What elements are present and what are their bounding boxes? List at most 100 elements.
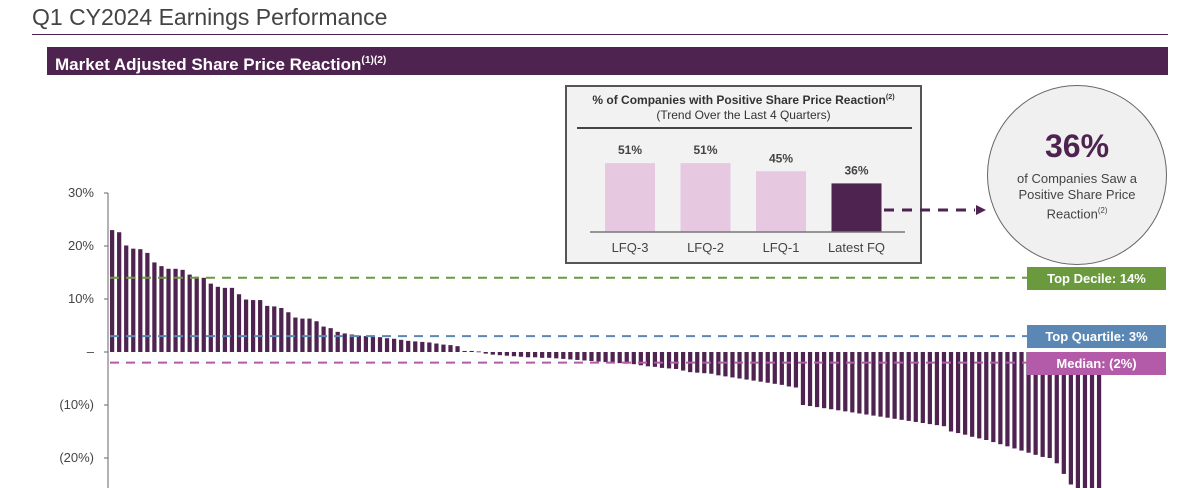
company-bar: [991, 352, 996, 443]
company-bar: [420, 341, 425, 352]
company-bar: [681, 352, 686, 371]
company-bar: [906, 352, 911, 421]
company-bar: [977, 352, 982, 439]
company-bar: [152, 262, 157, 352]
company-bar: [166, 268, 171, 352]
company-bar: [511, 352, 517, 357]
callout-value: 36%: [1044, 128, 1110, 164]
company-bar: [617, 352, 622, 364]
company-bar: [342, 333, 347, 352]
company-bar: [377, 337, 383, 352]
trend-category-label: LFQ-2: [687, 240, 724, 255]
y-tick-label: –: [86, 344, 94, 359]
company-bar: [948, 352, 954, 432]
company-bar: [814, 352, 820, 408]
company-bar: [941, 352, 947, 427]
company-bar: [427, 342, 432, 352]
company-bar: [328, 328, 333, 352]
company-bar: [518, 352, 524, 357]
company-bar: [1012, 352, 1017, 449]
company-bar: [117, 232, 122, 352]
page-title: Q1 CY2024 Earnings Performance: [32, 4, 388, 30]
company-bar: [547, 352, 552, 358]
company-bar: [124, 245, 129, 352]
company-bar: [1005, 352, 1010, 447]
company-bar: [666, 352, 672, 369]
company-bar: [462, 350, 467, 352]
company-bar: [279, 308, 284, 352]
top-decile-label: Top Decile: 14%: [1027, 266, 1166, 290]
company-bar: [899, 352, 904, 420]
company-bar: [208, 283, 213, 352]
title-divider: [32, 34, 1168, 35]
company-bar: [525, 352, 531, 358]
company-bar: [927, 352, 932, 425]
company-bar: [497, 352, 502, 356]
callout-footnote: (2): [1097, 206, 1108, 215]
company-bar: [596, 352, 601, 362]
company-bar: [406, 340, 411, 352]
company-bar: [243, 299, 249, 352]
trend-category-label: Latest FQ: [828, 240, 885, 255]
company-bar: [363, 336, 369, 352]
company-bar: [314, 321, 319, 352]
arrow-head-icon: [976, 205, 986, 215]
company-bar: [1033, 352, 1038, 455]
company-bar: [765, 352, 770, 383]
company-bar: [448, 345, 453, 352]
company-bar: [532, 352, 538, 358]
inset-title-text: % of Companies with Positive Share Price…: [592, 93, 886, 107]
banner-title: Market Adjusted Share Price Reaction: [55, 54, 362, 74]
company-bar: [659, 352, 665, 368]
y-tick-label: 30%: [67, 185, 94, 200]
company-bar: [173, 268, 178, 352]
company-bar: [631, 352, 636, 365]
company-bar: [920, 352, 925, 424]
inset-footnote: (2): [885, 92, 895, 101]
company-bar: [638, 352, 643, 366]
company-bar: [1040, 352, 1045, 457]
trend-bar: [605, 163, 655, 232]
company-bar: [145, 252, 150, 352]
company-bar: [272, 306, 277, 352]
company-bar: [1061, 352, 1066, 474]
banner-footnote: (1)(2): [361, 55, 387, 66]
company-bar: [779, 352, 784, 385]
company-bar: [349, 334, 354, 352]
company-bar: [772, 352, 777, 384]
inset-divider: [577, 127, 912, 129]
y-tick-label: (20%): [59, 450, 94, 465]
trend-category-label: LFQ-3: [612, 240, 649, 255]
company-bar: [624, 352, 629, 364]
company-bar: [110, 230, 115, 352]
company-bar: [413, 341, 418, 352]
company-bar: [250, 300, 256, 352]
company-bar: [194, 276, 199, 352]
company-bar: [1068, 352, 1073, 485]
company-bar: [1054, 352, 1059, 464]
company-bar: [356, 335, 361, 352]
company-bar: [321, 326, 326, 352]
company-bar: [455, 346, 460, 352]
company-bar: [998, 352, 1003, 445]
company-bar: [1082, 352, 1088, 488]
company-bar: [258, 300, 263, 352]
company-bar: [483, 352, 488, 354]
company-bar: [857, 352, 862, 414]
company-bar: [370, 336, 376, 352]
company-bar: [589, 352, 594, 362]
company-bar: [871, 352, 876, 416]
company-bar: [984, 352, 989, 440]
company-bar: [822, 352, 827, 409]
company-bar: [793, 352, 799, 388]
company-bar: [1047, 352, 1052, 458]
company-bar: [187, 274, 192, 352]
company-bar: [800, 352, 806, 405]
trend-bar-value: 36%: [844, 163, 868, 177]
company-bar: [180, 269, 185, 352]
positive-reaction-callout: 36% of Companies Saw a Positive Share Pr…: [987, 85, 1167, 265]
y-tick-label: (10%): [59, 397, 94, 412]
company-bar: [575, 352, 580, 360]
